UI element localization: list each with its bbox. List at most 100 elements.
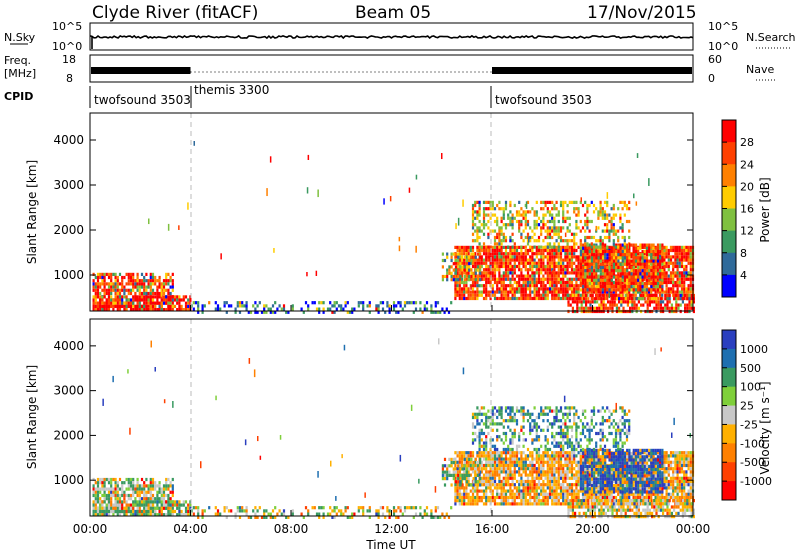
data-cell-1175: [535, 261, 538, 265]
data-cell-2051: [665, 277, 668, 281]
data-cell-2705: [659, 288, 662, 292]
data-cell-2981: [553, 203, 556, 208]
data-cell-1326: [557, 258, 560, 262]
data-cell-1011: [509, 489, 512, 493]
data-cell-2165: [683, 268, 686, 272]
data-cell-314: [107, 500, 111, 504]
data-cell-1369: [564, 248, 567, 253]
data-cell-2788: [489, 245, 492, 249]
data-cell-2661: [652, 256, 655, 260]
data-cell-3523: [476, 252, 480, 256]
data-cell-2272: [584, 288, 587, 292]
data-cell-72: [112, 477, 115, 482]
data-cell-1281: [551, 476, 554, 480]
data-cell-2361: [599, 288, 602, 292]
data-cell-682: [458, 502, 461, 506]
data-cell-1193: [537, 476, 541, 480]
data-cell-2871: [518, 226, 521, 230]
data-cell-1058: [518, 457, 521, 461]
data-cell-528: [280, 307, 283, 311]
data-cell-2892: [524, 235, 527, 240]
data-cell-462: [189, 500, 192, 504]
data-cell-1299: [553, 274, 556, 278]
data-cell-779: [474, 290, 477, 294]
data-cell-5: [92, 503, 95, 507]
data-cell-1159: [533, 463, 536, 468]
data-cell-249: [162, 282, 166, 286]
data-cell-596: [392, 506, 396, 510]
data-cell-588: [381, 301, 385, 305]
data-cell-851: [485, 296, 488, 301]
data-cell-1110: [524, 489, 527, 493]
data-cell-1704: [612, 296, 615, 301]
data-cell-2159: [683, 245, 686, 249]
data-cell-3223: [578, 306, 581, 310]
data-cell-496: [238, 304, 242, 308]
data-cell-1275: [551, 457, 554, 461]
data-cell-712: [465, 451, 468, 455]
data-cell-713: [465, 454, 468, 458]
data-cell-818: [480, 277, 483, 281]
data-cell-2586: [639, 265, 642, 270]
data-cell-486: [223, 304, 226, 308]
freq-unit: [MHz]: [4, 67, 36, 80]
data-cell-1156: [531, 290, 534, 294]
data-cell-1206: [540, 264, 543, 269]
data-cell-206: [149, 493, 152, 498]
data-cell-562: [340, 307, 343, 311]
data-cell-1480: [579, 284, 582, 288]
data-cell-3243: [589, 293, 592, 298]
data-cell-215: [151, 493, 155, 498]
data-cell-35: [101, 288, 104, 292]
data-cell-1284: [551, 486, 554, 490]
data-cell-1130: [529, 255, 532, 259]
data-cell-1155: [531, 489, 534, 493]
data-cell-775: [474, 274, 477, 278]
data-cell-2440: [615, 259, 618, 263]
data-cell-1223: [542, 274, 545, 278]
data-cell-2588: [639, 275, 642, 279]
data-cell-3360: [648, 300, 651, 304]
data-cell-3018: [562, 216, 565, 220]
data-cell-2725: [471, 216, 475, 220]
data-cell-463: [189, 503, 192, 507]
data-cell-286: [92, 308, 95, 312]
data-cell-257: [165, 493, 168, 498]
data-cell-500: [243, 304, 246, 308]
data-cell-1217: [542, 252, 545, 256]
data-cell-3501: [465, 268, 469, 272]
data-cell-2498: [623, 275, 627, 279]
data-cell-2153: [680, 280, 684, 285]
data-cell-2527: [628, 288, 631, 292]
data-cell-1806: [628, 290, 631, 294]
data-cell-2623: [645, 259, 649, 263]
data-cell-2276: [586, 259, 589, 263]
data-cell-2288: [588, 249, 591, 254]
data-cell-2687: [656, 256, 660, 260]
data-cell-886: [491, 467, 494, 471]
data-cell-3470: [450, 278, 453, 282]
data-cell-316: [107, 301, 111, 305]
data-cell-251: [162, 493, 166, 498]
data-cell-444: [178, 298, 181, 302]
data-cell-94: [116, 288, 119, 292]
data-cell-3540: [269, 156, 272, 163]
data-cell-594: [388, 512, 391, 516]
data-cell-595: [388, 515, 391, 519]
data-cell-613: [414, 301, 418, 305]
data-cell-256: [165, 282, 168, 286]
data-cell-2973: [551, 207, 554, 211]
data-cell-346: [125, 503, 128, 507]
data-cell-212: [151, 481, 155, 485]
data-cell-1245: [546, 252, 549, 256]
data-cell-3066: [579, 242, 582, 246]
data-cell-1091: [522, 470, 525, 474]
data-cell-771: [474, 261, 477, 265]
data-cell-2423: [612, 246, 616, 250]
data-cell-748: [469, 473, 472, 477]
data-cell-656: [456, 264, 459, 269]
data-cell-2516: [628, 249, 631, 254]
data-cell-2446: [615, 285, 618, 289]
data-cell-2316: [593, 256, 596, 260]
data-cell-250: [162, 285, 166, 289]
